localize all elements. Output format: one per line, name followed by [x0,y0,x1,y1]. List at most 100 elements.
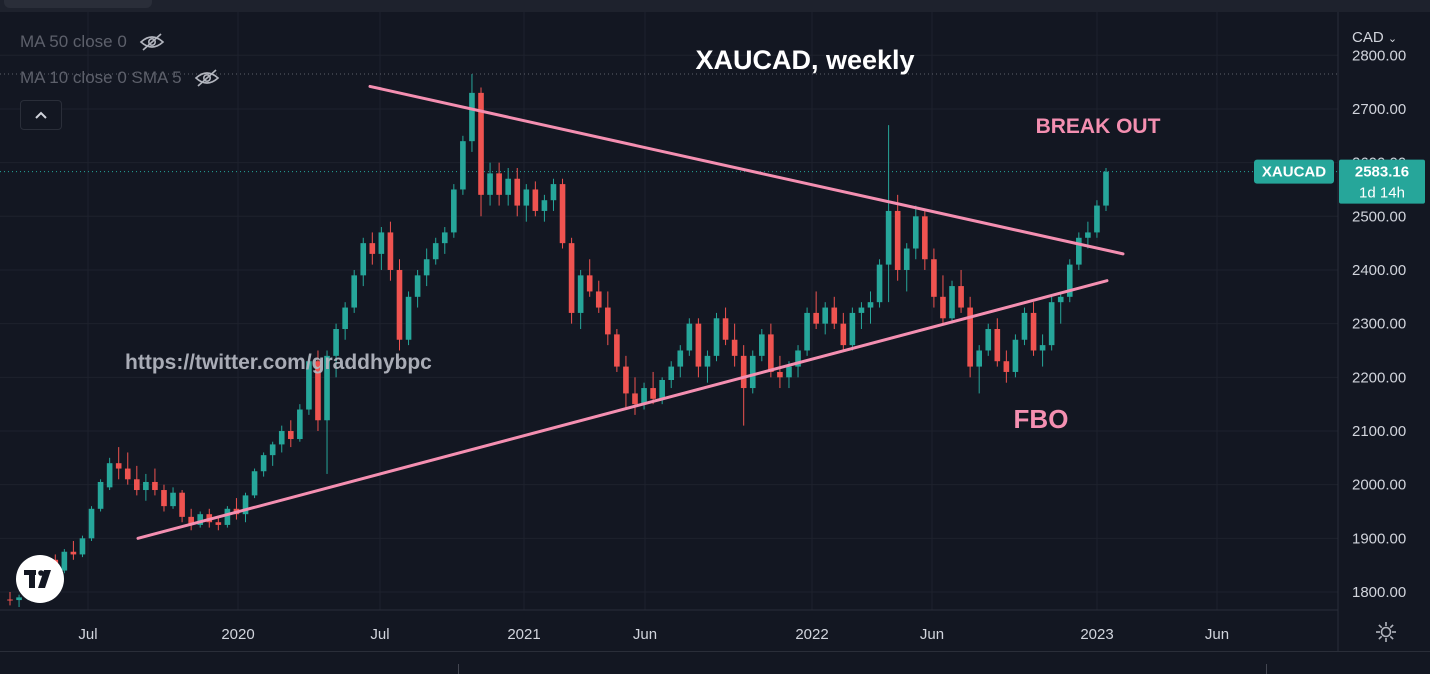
candle-body [188,516,194,525]
x-tick-label: 2022 [795,626,828,643]
candle-body [7,599,13,601]
candle-body [88,508,95,539]
candle-body [958,286,964,308]
candle-body [143,481,149,491]
candle-body [333,329,339,356]
candle-body [124,468,131,480]
candle-body [505,178,511,195]
countdown-label: 1d 14h [1359,185,1405,202]
x-tick-label: Jul [370,626,389,643]
candle-body [523,189,530,206]
candle-body [1094,205,1100,233]
candle-body [278,430,285,445]
candle-body [260,455,267,472]
x-tick-label: 2020 [221,626,254,643]
eye-crossed-icon[interactable] [194,69,220,87]
candle-body [813,312,819,324]
candle-body [686,323,693,351]
candle-body [161,490,167,507]
candle-body [668,366,675,381]
candle-body [713,318,720,356]
candle-body [414,275,421,297]
candle-body [885,210,892,265]
candle-body [1066,264,1073,297]
price-chart[interactable]: 1800.00 1900.00 2000.00 2100.00 2200.00 2300.… [0,12,1430,651]
symbol-tag [1254,159,1334,184]
y-tick-label: 2200.00 [1352,369,1406,386]
candle-body [659,380,665,399]
candle-body [867,302,874,308]
candle-body [460,141,466,190]
candle-body [405,296,412,340]
candle-body [441,232,448,244]
candle-body [170,492,176,507]
candle-body [949,286,955,319]
candle-body [940,296,946,319]
collapse-legend-button[interactable] [20,100,62,130]
bottom-toolbar [0,651,1430,674]
tv-mark-icon [24,570,51,588]
candle-body [532,189,539,211]
candle-body [134,479,140,491]
y-tick-label: 2000.00 [1352,477,1406,494]
candle-body [269,444,276,456]
eye-crossed-icon[interactable] [139,33,165,51]
candle-body [595,291,602,308]
candle-body [614,334,620,367]
annotation-break-out: BREAK OUT [1036,115,1161,138]
y-tick-label: 2100.00 [1352,423,1406,440]
toolbar-tab[interactable] [4,0,152,8]
candle-body [912,216,919,249]
candle-body [559,184,566,244]
candle-body [432,243,439,260]
tradingview-logo-icon[interactable] [16,555,64,603]
candle-body [840,323,847,346]
price-label-box [1339,159,1425,204]
candle-body [777,371,783,378]
candle-body [378,232,385,254]
candle-body [251,471,258,496]
candle-body [224,508,231,525]
candle-body [577,275,584,313]
candle-body [550,184,557,201]
candle-body [342,307,348,330]
candle-body [70,551,77,555]
x-tick-label: 2021 [507,626,540,643]
candle-body [985,329,992,351]
candle-body [1057,296,1064,303]
candle-body [786,366,792,378]
x-tick-label: Jun [920,626,944,643]
currency-select[interactable]: CAD ⌄ [1352,29,1397,46]
candle-body [731,339,738,356]
candle-body [306,361,312,410]
candle-body [822,307,829,324]
candle-body [976,350,982,367]
price-label: 2583.16 [1355,164,1409,181]
divider [458,664,459,674]
candle-body [423,259,430,276]
candle-body [197,514,204,525]
candle-body [1030,312,1037,351]
candle-body [152,481,158,491]
candle-body [115,463,122,469]
candle-body [61,551,68,571]
chevron-down-icon: ⌄ [1387,33,1398,45]
gear-icon[interactable] [1374,620,1398,644]
y-tick-label: 2300.00 [1352,316,1406,333]
candle-body [849,312,856,346]
trendline-upper [368,84,1125,256]
x-tick-label: Jun [1205,626,1229,643]
candle-body [641,388,647,405]
candle-body [541,200,548,211]
y-tick-label: 2500.00 [1352,208,1406,225]
symbol-tag-label: XAUCAD [1262,164,1326,181]
candle-body [1085,232,1091,238]
candle-body [967,307,973,367]
candle-body [568,243,575,313]
candle-body [758,334,765,356]
candle-body [360,243,367,276]
candle-body [106,463,113,488]
trendline-lower [136,279,1109,540]
candle-body [478,92,484,195]
candle-body [242,495,249,515]
